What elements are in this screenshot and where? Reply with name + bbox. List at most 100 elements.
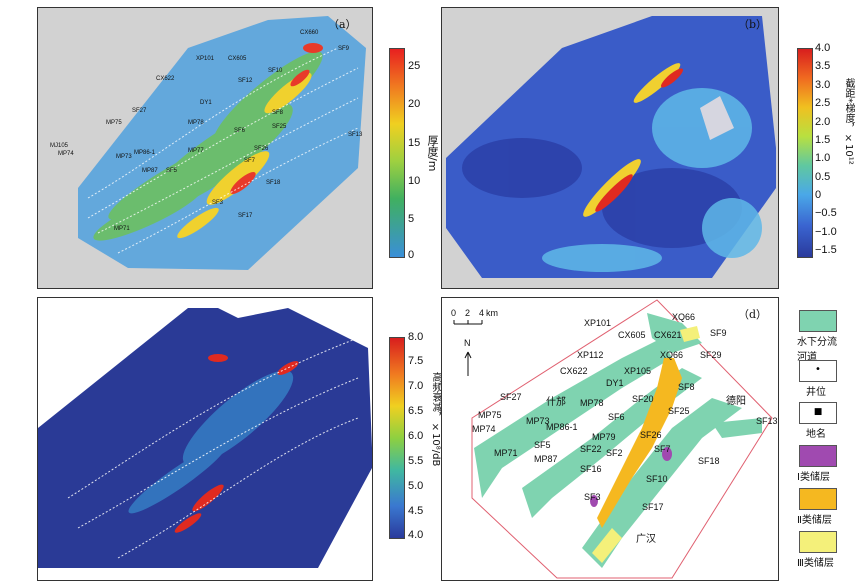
legend-swatch-channel bbox=[799, 310, 837, 332]
well-label: CX622 bbox=[560, 366, 588, 376]
place-label: 德阳 bbox=[726, 396, 746, 407]
tick-label: 15 bbox=[408, 137, 421, 149]
tick-label: 7.5 bbox=[408, 355, 424, 367]
well-label: MP79 bbox=[592, 432, 616, 442]
tick-label: 1.0 bbox=[815, 152, 831, 164]
place-label: 广汉 bbox=[636, 534, 656, 545]
well-label: CX622 bbox=[156, 76, 175, 82]
reservoir-map bbox=[453, 299, 773, 579]
panel-b-label: （b） bbox=[738, 18, 768, 31]
panel-c-hf-attenuation-map: （c） bbox=[37, 297, 373, 581]
well-label: SF17 bbox=[642, 502, 664, 512]
tick-label: 25 bbox=[408, 60, 421, 72]
well-label: CX605 bbox=[228, 56, 247, 62]
well-label: SF26 bbox=[640, 430, 662, 440]
tick-label: 8.0 bbox=[408, 331, 424, 343]
well-label: SF5 bbox=[166, 168, 178, 174]
tick-label: 4.5 bbox=[408, 505, 424, 517]
legend-label: 井位 bbox=[806, 387, 826, 398]
well-label: MP77 bbox=[188, 148, 204, 154]
well-label: DY1 bbox=[606, 378, 624, 388]
well-label: SF22 bbox=[580, 444, 602, 454]
well-label: SF9 bbox=[338, 46, 350, 52]
intercept-gradient-map bbox=[446, 16, 776, 278]
well-label: SF10 bbox=[268, 68, 283, 74]
well-label: MP74 bbox=[472, 424, 496, 434]
well-label: MP73 bbox=[526, 416, 550, 426]
scale-unit: km bbox=[486, 308, 498, 318]
well-label: SF29 bbox=[700, 350, 722, 360]
well-label: SF20 bbox=[632, 394, 654, 404]
well-label: SF7 bbox=[244, 158, 256, 164]
well-label: SF18 bbox=[698, 456, 720, 466]
well-label: SF5 bbox=[534, 440, 551, 450]
well-label: MP75 bbox=[478, 410, 502, 420]
legend-label: Ⅱ类储层 bbox=[797, 515, 832, 526]
well-label: SF7 bbox=[654, 444, 671, 454]
well-label: MP71 bbox=[494, 448, 518, 458]
place-label: 什邡 bbox=[546, 397, 566, 408]
colorbar-a-title: 厚度/m bbox=[426, 135, 439, 172]
well-label: MP75 bbox=[106, 120, 122, 126]
well-label: SF12 bbox=[238, 78, 253, 84]
tick-label: 10 bbox=[408, 175, 421, 187]
well-label: SF16 bbox=[580, 464, 602, 474]
tick-label: 1.5 bbox=[815, 134, 831, 146]
tick-label: 3.0 bbox=[815, 79, 831, 91]
tick-label: 5 bbox=[408, 213, 415, 225]
panel-a-label: （a） bbox=[328, 18, 357, 31]
well-label: XP112 bbox=[577, 350, 604, 360]
well-label: MJ105 bbox=[50, 143, 69, 149]
well-label: SF17 bbox=[238, 213, 253, 219]
well-label: MP86-1 bbox=[134, 150, 156, 156]
scale-tick-0: 0 bbox=[451, 308, 457, 318]
well-label: MP86-1 bbox=[546, 422, 578, 432]
well-label: SF6 bbox=[234, 128, 246, 134]
colorbar-c bbox=[389, 337, 405, 539]
well-label: SF25 bbox=[272, 124, 287, 130]
legend-label: Ⅲ类储层 bbox=[797, 558, 834, 569]
legend-swatch-type2 bbox=[799, 488, 837, 510]
well-label: MP74 bbox=[58, 151, 74, 157]
well-label: SF13 bbox=[756, 416, 778, 426]
colorbar-c-title: 高频衰减，×10⁸/dB bbox=[430, 372, 441, 467]
tick-label: 20 bbox=[408, 98, 421, 110]
tick-label: −1.5 bbox=[815, 244, 837, 256]
tick-label: 5.5 bbox=[408, 455, 424, 467]
well-label: MP71 bbox=[114, 226, 130, 232]
legend-label: 地名 bbox=[806, 429, 826, 440]
tick-label: −0.5 bbox=[815, 207, 837, 219]
well-label: SF3 bbox=[584, 492, 601, 502]
well-label: CX605 bbox=[618, 330, 646, 340]
tick-label: 2.5 bbox=[815, 97, 831, 109]
well-label: SF9 bbox=[710, 328, 727, 338]
well-label: SF27 bbox=[500, 392, 522, 402]
tick-label: 0 bbox=[815, 189, 822, 201]
well-label: XP101 bbox=[196, 56, 215, 62]
tick-label: 4.0 bbox=[815, 42, 831, 54]
well-label: SF26 bbox=[254, 146, 269, 152]
legend-swatch-place: ■ bbox=[799, 402, 837, 424]
well-label: SF25 bbox=[668, 406, 690, 416]
colorbar-b bbox=[797, 48, 813, 258]
scale-tick-2: 2 bbox=[465, 308, 471, 318]
panel-c-label: （c） bbox=[328, 308, 357, 321]
panel-a-thickness-map: （a） CX660 SF9 XP101 CX605 SF10 CX622 SF1… bbox=[37, 7, 373, 289]
legend-swatch-type1 bbox=[799, 445, 837, 467]
well-label: XQ66 bbox=[660, 350, 684, 360]
well-label: XQ66 bbox=[672, 312, 696, 322]
colorbar-a bbox=[389, 48, 405, 258]
legend-label: 水下分流河道 bbox=[797, 337, 837, 363]
north-label: N bbox=[464, 338, 471, 348]
tick-label: 7.0 bbox=[408, 380, 424, 392]
well-label: MP78 bbox=[580, 398, 604, 408]
tick-label: 3.5 bbox=[815, 60, 831, 72]
well-label: SF18 bbox=[266, 180, 281, 186]
well-label: MP73 bbox=[116, 154, 132, 160]
well-label: DY1 bbox=[200, 100, 212, 106]
scale-tick-4: 4 bbox=[479, 308, 485, 318]
well-label: SF8 bbox=[272, 110, 284, 116]
tick-label: −1.0 bbox=[815, 226, 837, 238]
well-label: MP87 bbox=[142, 168, 158, 174]
tick-label: 6.5 bbox=[408, 405, 424, 417]
